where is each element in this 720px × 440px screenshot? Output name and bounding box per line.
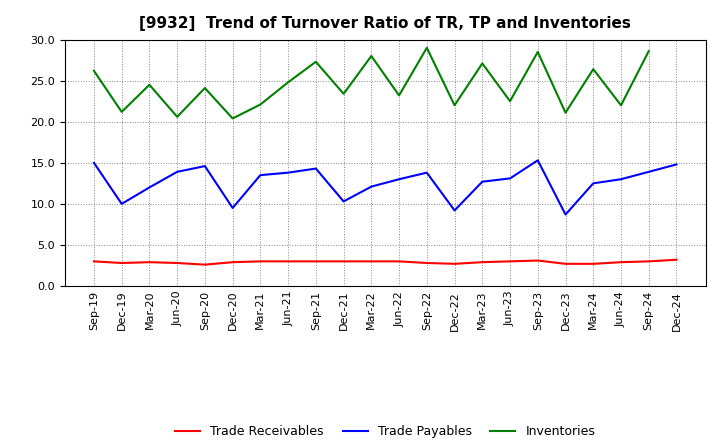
Trade Payables bbox=[616, 176, 625, 182]
Trade Receivables bbox=[395, 259, 403, 264]
Trade Receivables bbox=[478, 260, 487, 265]
Inventories bbox=[201, 85, 210, 91]
Trade Payables bbox=[201, 163, 210, 169]
Inventories bbox=[561, 110, 570, 115]
Trade Receivables bbox=[284, 259, 292, 264]
Inventories bbox=[450, 103, 459, 108]
Trade Receivables bbox=[644, 259, 653, 264]
Trade Payables bbox=[644, 169, 653, 175]
Trade Receivables bbox=[450, 261, 459, 267]
Inventories bbox=[367, 53, 376, 59]
Trade Receivables bbox=[505, 259, 514, 264]
Trade Receivables bbox=[201, 262, 210, 267]
Inventories bbox=[478, 61, 487, 66]
Line: Trade Payables: Trade Payables bbox=[94, 160, 677, 215]
Trade Receivables bbox=[423, 260, 431, 266]
Inventories bbox=[423, 45, 431, 51]
Legend: Trade Receivables, Trade Payables, Inventories: Trade Receivables, Trade Payables, Inven… bbox=[170, 420, 600, 440]
Inventories bbox=[117, 109, 126, 114]
Inventories bbox=[173, 114, 181, 119]
Trade Receivables bbox=[312, 259, 320, 264]
Inventories bbox=[395, 93, 403, 98]
Inventories bbox=[616, 103, 625, 108]
Inventories bbox=[228, 116, 237, 121]
Trade Receivables bbox=[339, 259, 348, 264]
Trade Payables bbox=[117, 201, 126, 206]
Trade Payables bbox=[228, 205, 237, 211]
Line: Inventories: Inventories bbox=[94, 48, 649, 118]
Trade Payables bbox=[395, 176, 403, 182]
Trade Payables bbox=[505, 176, 514, 181]
Title: [9932]  Trend of Turnover Ratio of TR, TP and Inventories: [9932] Trend of Turnover Ratio of TR, TP… bbox=[139, 16, 631, 32]
Trade Payables bbox=[367, 184, 376, 189]
Inventories bbox=[312, 59, 320, 64]
Inventories bbox=[145, 82, 154, 88]
Trade Payables bbox=[672, 162, 681, 167]
Trade Receivables bbox=[228, 260, 237, 265]
Line: Trade Receivables: Trade Receivables bbox=[94, 260, 677, 264]
Inventories bbox=[256, 102, 265, 107]
Trade Receivables bbox=[117, 260, 126, 266]
Inventories bbox=[589, 66, 598, 72]
Inventories bbox=[89, 68, 98, 73]
Inventories bbox=[534, 49, 542, 55]
Trade Payables bbox=[312, 166, 320, 171]
Trade Receivables bbox=[672, 257, 681, 262]
Trade Payables bbox=[478, 179, 487, 184]
Inventories bbox=[505, 99, 514, 104]
Trade Receivables bbox=[534, 258, 542, 263]
Trade Receivables bbox=[145, 260, 154, 265]
Trade Receivables bbox=[89, 259, 98, 264]
Trade Payables bbox=[145, 185, 154, 190]
Trade Payables bbox=[284, 170, 292, 175]
Trade Receivables bbox=[173, 260, 181, 266]
Inventories bbox=[339, 91, 348, 96]
Trade Payables bbox=[339, 199, 348, 204]
Inventories bbox=[644, 48, 653, 54]
Trade Receivables bbox=[616, 260, 625, 265]
Trade Receivables bbox=[589, 261, 598, 267]
Trade Payables bbox=[450, 208, 459, 213]
Trade Payables bbox=[423, 170, 431, 175]
Trade Payables bbox=[561, 212, 570, 217]
Trade Payables bbox=[589, 181, 598, 186]
Trade Payables bbox=[89, 160, 98, 165]
Trade Payables bbox=[256, 172, 265, 178]
Trade Receivables bbox=[561, 261, 570, 267]
Trade Receivables bbox=[367, 259, 376, 264]
Inventories bbox=[284, 80, 292, 85]
Trade Receivables bbox=[256, 259, 265, 264]
Trade Payables bbox=[173, 169, 181, 175]
Trade Payables bbox=[534, 158, 542, 163]
